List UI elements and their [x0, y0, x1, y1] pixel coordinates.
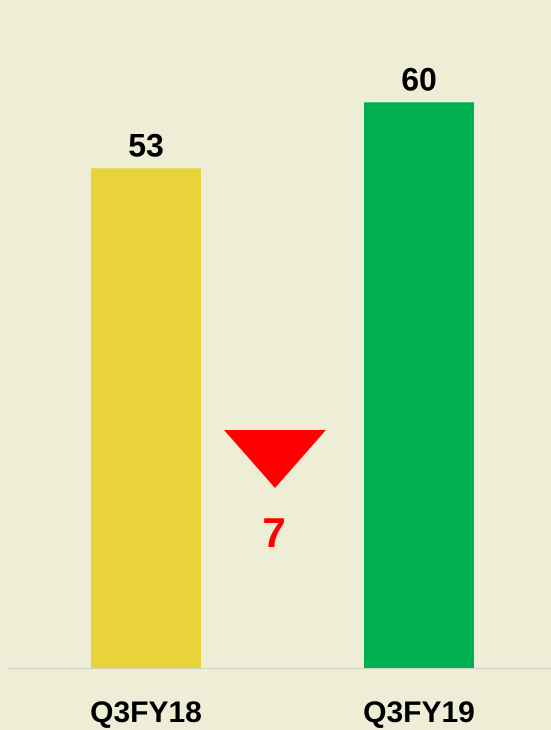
bar	[364, 102, 474, 669]
down-triangle	[224, 430, 326, 488]
data-label: 53	[128, 128, 164, 164]
x-tick-label: Q3FY18	[90, 696, 202, 729]
data-label: 60	[401, 62, 437, 98]
bar	[91, 168, 201, 669]
annotation: 7	[262, 509, 285, 556]
x-tick-label: Q3FY19	[363, 696, 475, 729]
